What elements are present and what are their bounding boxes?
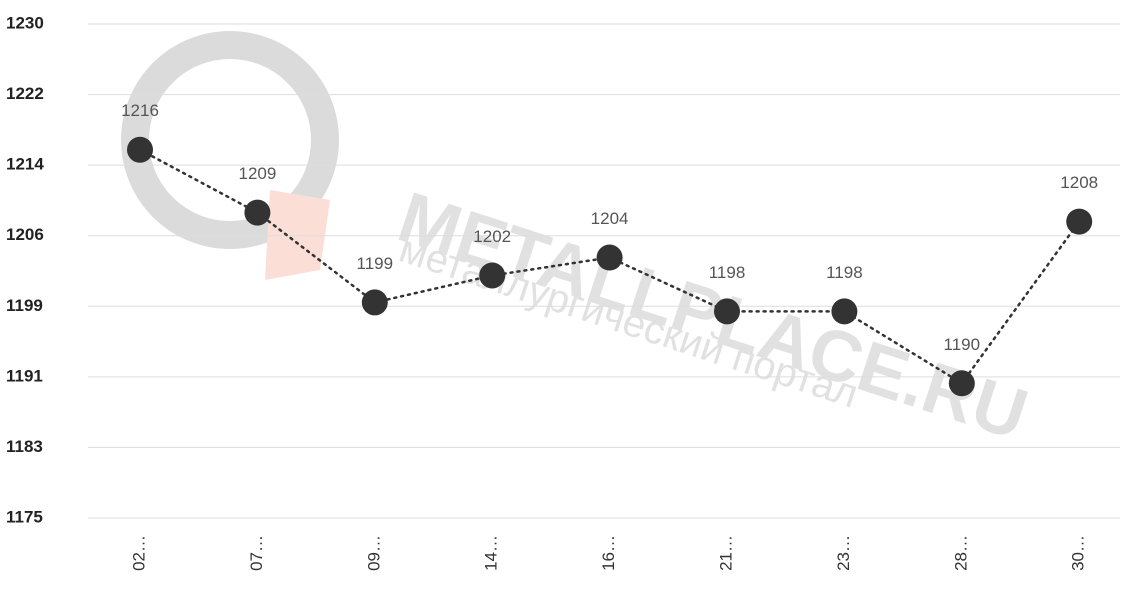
watermark-title: METALLPLACE.RU	[389, 177, 1036, 455]
x-tick-label: 21…	[716, 535, 735, 571]
watermark: METALLPLACE.RU металлургический портал	[121, 31, 1036, 456]
y-tick-label: 1175	[6, 507, 43, 526]
x-tick-label: 23…	[834, 535, 853, 571]
data-point	[244, 199, 271, 226]
x-tick-label: 16…	[599, 535, 618, 571]
data-label: 1190	[944, 335, 981, 354]
x-tick-label: 02…	[129, 535, 148, 571]
data-point	[479, 262, 506, 289]
data-point	[1066, 208, 1093, 235]
y-tick-label: 1222	[6, 84, 44, 103]
y-tick-label: 1199	[6, 296, 43, 315]
x-tick-label: 07…	[247, 535, 266, 571]
data-point	[948, 370, 975, 397]
data-label: 1198	[826, 263, 863, 282]
x-tick-label: 30…	[1069, 535, 1088, 571]
data-point	[831, 298, 858, 325]
data-label: 1204	[591, 209, 629, 228]
y-tick-label: 1230	[6, 13, 44, 32]
data-label: 1199	[357, 254, 394, 273]
x-tick-label: 14…	[482, 535, 501, 571]
x-tick-label: 28…	[951, 535, 970, 571]
data-label: 1208	[1060, 173, 1098, 192]
data-point	[714, 298, 740, 325]
data-label: 1202	[473, 227, 511, 246]
y-tick-label: 1191	[6, 366, 43, 385]
data-label: 1216	[121, 101, 159, 120]
watermark-shape	[265, 190, 330, 280]
data-point	[596, 244, 623, 271]
data-label: 1209	[238, 164, 276, 183]
data-point	[127, 136, 153, 163]
y-tick-label: 1206	[6, 225, 44, 244]
y-tick-label: 1214	[6, 155, 44, 174]
y-tick-label: 1183	[6, 437, 43, 456]
data-point	[361, 289, 388, 316]
x-tick-label: 09…	[364, 535, 383, 571]
data-label: 1198	[709, 263, 746, 282]
